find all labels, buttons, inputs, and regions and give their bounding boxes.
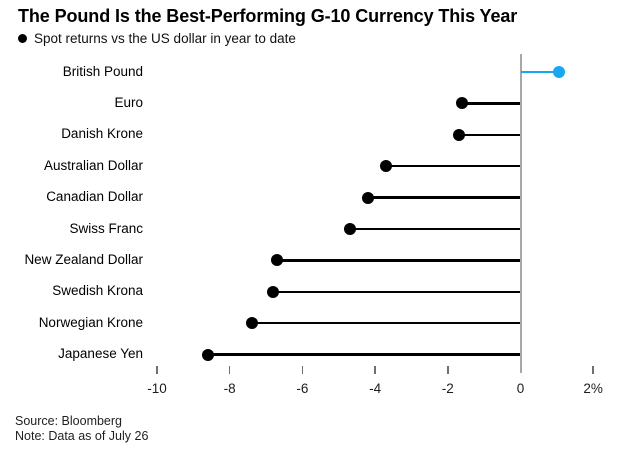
category-label: Swedish Krona (52, 283, 143, 299)
chart-footer: Source: Bloomberg Note: Data as of July … (15, 414, 148, 443)
x-axis-tick-label: -2 (441, 381, 454, 396)
category-label: New Zealand Dollar (24, 251, 143, 267)
x-axis-tick-label: -10 (147, 381, 167, 396)
chart-subtitle: Spot returns vs the US dollar in year to… (18, 31, 296, 46)
category-label: Japanese Yen (58, 346, 143, 362)
category-label: British Pound (62, 63, 143, 79)
x-axis-tick-label: -8 (223, 381, 236, 396)
lollipop-line (276, 259, 521, 262)
x-axis-tick-label: 0 (516, 381, 525, 396)
x-axis-tick-label: 2% (583, 381, 603, 396)
lollipop-line (251, 322, 521, 325)
lollipop-dot (343, 223, 356, 235)
lollipop-line (386, 165, 521, 168)
category-label: Canadian Dollar (46, 189, 143, 205)
x-axis-tick (592, 366, 594, 374)
lollipop-dot (552, 66, 565, 78)
lollipop-dot (361, 191, 374, 204)
lollipop-line (458, 133, 521, 136)
x-axis-tick-label: -4 (369, 381, 382, 396)
x-axis-tick (156, 366, 158, 374)
lollipop-dot (380, 160, 392, 173)
category-label: Euro (114, 94, 143, 110)
x-axis-tick (447, 366, 449, 374)
lollipop-line (367, 196, 521, 199)
legend-dot-icon (18, 34, 27, 43)
x-axis-tick (301, 366, 304, 374)
lollipop-line (520, 70, 559, 74)
category-label: Australian Dollar (43, 157, 143, 173)
lollipop-dot (201, 348, 214, 361)
category-label: Danish Krone (61, 126, 143, 142)
lollipop-line (273, 290, 521, 293)
lollipop-dot (452, 128, 465, 141)
category-label: Swiss Franc (69, 220, 143, 236)
note-text: Note: Data as of July 26 (15, 428, 149, 443)
lollipop-dot (245, 317, 258, 330)
chart-title: The Pound Is the Best-Performing G-10 Cu… (18, 6, 518, 26)
lollipop-line (462, 102, 521, 105)
source-text: Source: Bloomberg (15, 414, 123, 428)
lollipop-dot (456, 97, 469, 110)
zero-axis-line (519, 54, 522, 373)
x-axis-tick (374, 366, 376, 374)
x-axis-tick-label: -6 (296, 381, 309, 396)
lollipop-dot (270, 254, 283, 267)
lollipop-line (349, 227, 521, 231)
chart-subtitle-text: Spot returns vs the US dollar in year to… (34, 31, 296, 46)
lollipop-dot (267, 285, 280, 298)
x-axis-tick (228, 366, 231, 374)
category-label: Norwegian Krone (38, 314, 143, 330)
lollipop-line (207, 353, 521, 356)
